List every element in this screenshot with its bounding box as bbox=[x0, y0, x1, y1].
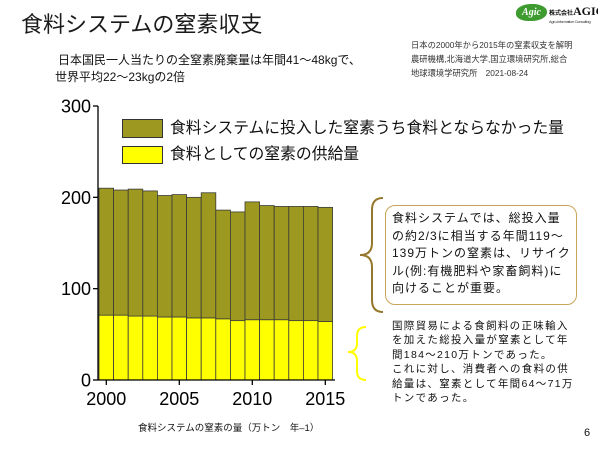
bar-segment-food-supply-2015 bbox=[317, 321, 334, 381]
y-tick-label: 100 bbox=[61, 279, 91, 299]
bar-segment-food-supply-2001 bbox=[113, 314, 129, 381]
bar-segment-non-food-loss-2015 bbox=[317, 206, 334, 322]
bar-segment-non-food-loss-2001 bbox=[113, 189, 129, 316]
bar-segment-food-supply-2004 bbox=[156, 316, 173, 381]
supply-note-line: 給量は、窒素として年間64～71万 bbox=[392, 377, 574, 390]
logo-mark: Agic bbox=[516, 4, 547, 21]
source-line: 日本の2000年から2015年の窒素収支を解明 bbox=[411, 40, 573, 50]
logo-company-name: 株式会社AGIC bbox=[549, 4, 598, 21]
bar-segment-non-food-loss-2003 bbox=[142, 190, 158, 317]
x-tick-label: 2015 bbox=[305, 389, 345, 409]
source-line: 農研機構,北海道大学,国立環境研究所,総合 bbox=[411, 54, 568, 64]
supply-note-line: 間184～210万トンであった。 bbox=[392, 348, 553, 361]
bar-segment-food-supply-2007 bbox=[200, 317, 217, 381]
bar-segment-food-supply-2011 bbox=[259, 319, 275, 381]
source-citation: 日本の2000年から2015年の窒素収支を解明 農研機構,北海道大学,国立環境研… bbox=[411, 38, 572, 80]
bar-segment-non-food-loss-2010 bbox=[244, 201, 261, 321]
legend-label-food-supply: 食料としての窒素の供給量 bbox=[170, 146, 360, 163]
company-logo: Agic 株式会社AGIC Agro-information Consultin… bbox=[514, 2, 598, 29]
bar-segment-food-supply-2014 bbox=[302, 320, 319, 381]
legend-swatch-non-food-loss bbox=[122, 119, 163, 138]
source-line: 地球環境学研究所 2021-08-24 bbox=[411, 68, 529, 78]
y-tick-label: 200 bbox=[61, 188, 91, 208]
headline-line-1: 日本国民一人当たりの全窒素廃棄量は年間41～48kgで、 bbox=[58, 53, 361, 67]
supply-note-line: を加えた総投入量が窒素として年 bbox=[392, 334, 569, 347]
recycle-note-line: ル(例:有機肥料や家畜飼料)に bbox=[392, 263, 563, 278]
bar-segment-non-food-loss-2004 bbox=[156, 195, 173, 318]
y-tick-label: 0 bbox=[81, 371, 91, 391]
x-tick-label: 2005 bbox=[159, 389, 199, 409]
recycle-note-line: 139万トンの窒素は、リサイク bbox=[392, 246, 571, 261]
bar-segment-non-food-loss-2005 bbox=[171, 194, 188, 318]
slide-title: 食料システムの窒素収支 bbox=[21, 12, 263, 37]
bar-segment-food-supply-2012 bbox=[273, 319, 290, 381]
bar-segment-food-supply-2008 bbox=[215, 318, 231, 381]
bar-segment-non-food-loss-2014 bbox=[302, 206, 319, 322]
bar-segment-non-food-loss-2011 bbox=[259, 205, 275, 321]
supply-brace bbox=[347, 326, 367, 381]
recycle-note-box: 食料システムでは、総投入量 の約2/3に相当する年間119～ 139万トンの窒素… bbox=[385, 205, 577, 305]
bar-segment-food-supply-2013 bbox=[288, 320, 304, 381]
chart-axis-caption: 食料システムの窒素の量（万トン 年–1） bbox=[138, 423, 320, 434]
bar-segment-food-supply-2006 bbox=[186, 317, 202, 381]
bar-segment-non-food-loss-2002 bbox=[127, 188, 144, 317]
bar-segment-food-supply-2005 bbox=[171, 316, 188, 381]
logo-tagline: Agro-information Consulting bbox=[549, 19, 591, 24]
plot-area: 0 100 200 300 2000 2005 2010 2015 bbox=[61, 97, 345, 410]
supply-note-line: トンであった。 bbox=[392, 392, 475, 405]
recycle-brace bbox=[359, 197, 384, 313]
bar-segment-non-food-loss-2007 bbox=[200, 192, 217, 319]
bar-segment-non-food-loss-2008 bbox=[215, 209, 231, 320]
headline-line-2: 世界平均22～23kgの2倍 bbox=[55, 70, 186, 84]
recycle-note-line: 食料システムでは、総投入量 bbox=[392, 211, 561, 225]
x-tick-label: 2010 bbox=[232, 389, 272, 409]
bar-segment-non-food-loss-2012 bbox=[273, 206, 290, 321]
legend-label-non-food-loss: 食料システムに投入した窒素うち食料とならなかった量 bbox=[170, 120, 564, 137]
bar-segment-food-supply-2010 bbox=[244, 319, 261, 381]
bar-segment-food-supply-2009 bbox=[229, 320, 246, 381]
supply-note-line: これに対し、消費者への食料の供 bbox=[392, 363, 569, 376]
bar-segment-food-supply-2003 bbox=[142, 315, 158, 381]
page-number: 6 bbox=[584, 427, 591, 439]
recycle-note-line: の約2/3に相当する年間119～ bbox=[392, 228, 564, 243]
bar-segment-non-food-loss-2000 bbox=[98, 187, 115, 316]
bar-segment-non-food-loss-2009 bbox=[229, 211, 246, 322]
logo-company-prefix: 株式会社 bbox=[549, 11, 574, 17]
bar-segment-non-food-loss-2006 bbox=[186, 196, 202, 319]
x-tick-label: 2000 bbox=[86, 389, 126, 409]
logo-company-brand: AGIC bbox=[573, 4, 598, 18]
supply-note-line: 国際貿易による食飼料の正味輸入 bbox=[392, 320, 569, 332]
legend-swatch-food-supply bbox=[122, 146, 163, 164]
bar-segment-food-supply-2002 bbox=[127, 315, 144, 381]
supply-note: 国際貿易による食飼料の正味輸入 を加えた総投入量が窒素として年 間184～210… bbox=[392, 319, 574, 405]
bar-segment-food-supply-2000 bbox=[98, 314, 115, 381]
y-tick-label: 300 bbox=[61, 97, 91, 117]
bar-segment-non-food-loss-2013 bbox=[288, 206, 304, 322]
recycle-note-line: 向けることが重要。 bbox=[392, 281, 510, 296]
